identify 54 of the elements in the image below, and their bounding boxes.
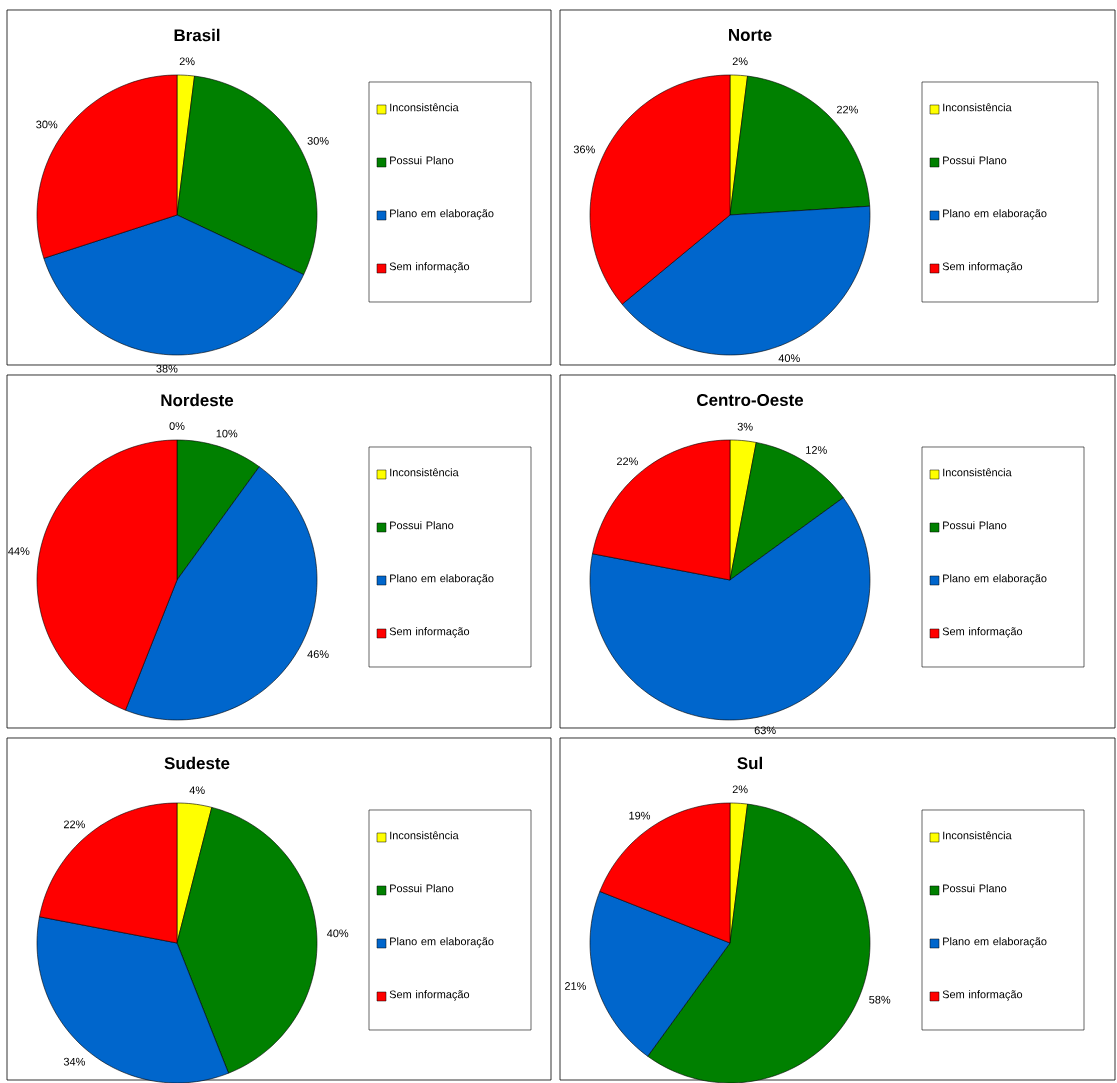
legend-label: Inconsistência bbox=[390, 831, 459, 840]
data-label: 19% bbox=[629, 811, 651, 820]
data-label: 12% bbox=[806, 445, 827, 454]
legend-label: Sem informação bbox=[389, 262, 470, 273]
data-label: 44% bbox=[8, 547, 30, 555]
data-label: 22% bbox=[63, 820, 85, 829]
data-label: 2% bbox=[732, 785, 748, 794]
legend-label: Possui Plano bbox=[943, 884, 1007, 893]
data-label: 30% bbox=[36, 120, 58, 129]
legend-label: Plano em elaboração bbox=[390, 209, 494, 220]
chart-title: Brasil bbox=[174, 28, 220, 42]
data-label: 36% bbox=[573, 145, 595, 154]
data-label: 38% bbox=[156, 364, 178, 373]
data-label: 21% bbox=[564, 981, 586, 990]
legend-label: Plano em elaboração bbox=[390, 937, 494, 948]
legend-label: Inconsistência bbox=[943, 468, 1012, 477]
data-label: 2% bbox=[179, 57, 195, 66]
legend-label: Plano em elaboração bbox=[943, 209, 1047, 220]
data-label: 46% bbox=[307, 650, 329, 658]
legend-label: Inconsistência bbox=[943, 103, 1012, 112]
chart-title: Nordeste bbox=[161, 393, 234, 407]
data-label: 3% bbox=[737, 422, 753, 431]
legend-label: Possui Plano bbox=[943, 156, 1007, 165]
legend-label: Possui Plano bbox=[943, 521, 1007, 530]
legend-label: Sem informação bbox=[942, 990, 1023, 1001]
data-label: 40% bbox=[326, 929, 349, 938]
legend-label: Sem informação bbox=[942, 627, 1023, 638]
legend-label: Possui Plano bbox=[390, 521, 454, 530]
chart-title: Sudeste bbox=[164, 756, 230, 770]
chart-title: Norte bbox=[729, 28, 772, 41]
legend-label: Sem informação bbox=[942, 262, 1023, 273]
data-label: 58% bbox=[869, 995, 891, 1004]
data-label: 10% bbox=[216, 429, 238, 438]
data-label: 40% bbox=[778, 354, 800, 362]
chart-title: Sul bbox=[737, 756, 762, 770]
data-label: 22% bbox=[836, 105, 858, 114]
data-label: 63% bbox=[754, 726, 776, 735]
legend-label: Plano em elaboração bbox=[943, 937, 1047, 948]
legend-label: Inconsistência bbox=[390, 103, 459, 112]
legend-label: Possui Plano bbox=[390, 156, 454, 165]
data-label: 34% bbox=[63, 1057, 85, 1066]
legend-label: Plano em elaboração bbox=[943, 574, 1047, 585]
legend-label: Inconsistência bbox=[390, 468, 459, 477]
data-label: 2% bbox=[732, 57, 748, 66]
data-label: 4% bbox=[189, 786, 205, 794]
chart-title: Centro-Oeste bbox=[697, 393, 804, 406]
legend-label: Inconsistência bbox=[943, 831, 1012, 840]
legend-label: Plano em elaboração bbox=[390, 574, 494, 585]
data-label: 30% bbox=[307, 136, 329, 145]
legend-label: Sem informação bbox=[389, 990, 470, 1001]
data-label: 22% bbox=[616, 457, 638, 466]
legend-label: Sem informação bbox=[389, 627, 470, 638]
text: 0% bbox=[169, 421, 185, 430]
legend-label: Possui Plano bbox=[390, 884, 454, 893]
